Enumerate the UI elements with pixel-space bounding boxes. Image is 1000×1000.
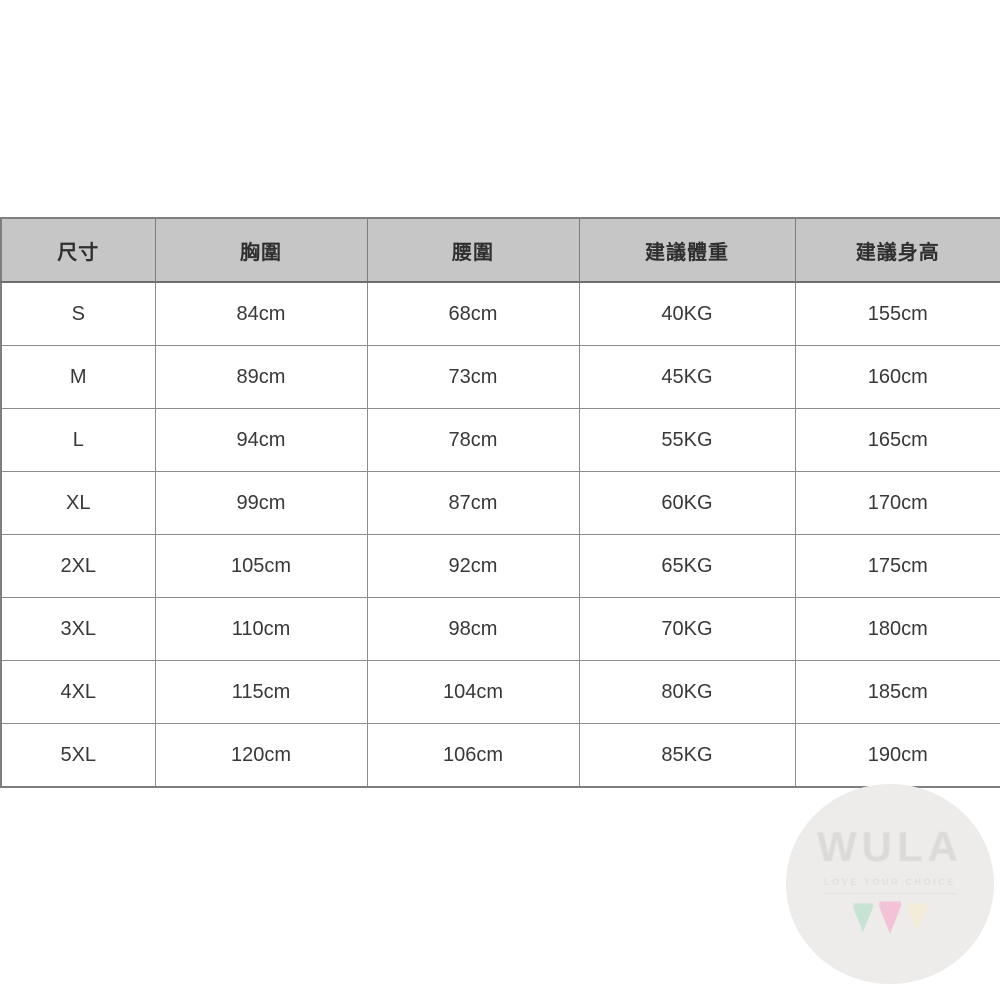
table-row-xl: XL 99cm 87cm 60KG 170cm [0, 471, 1000, 535]
waist-cell: 68cm [366, 281, 580, 346]
size-table: 尺寸 胸圍 腰圍 建議體重 建議身高 S 84cm 68cm 40KG 155c… [0, 217, 1000, 788]
weight-cell: 70KG [578, 597, 796, 661]
height-cell: 190cm [794, 723, 1000, 788]
chest-cell: 110cm [154, 597, 368, 661]
table-header-row: 尺寸 胸圍 腰圍 建議體重 建議身高 [0, 217, 1000, 283]
header-cell-waist: 腰圍 [366, 217, 580, 283]
table-row-l: L 94cm 78cm 55KG 165cm [0, 408, 1000, 472]
waist-cell: 106cm [366, 723, 580, 788]
weight-cell: 60KG [578, 471, 796, 535]
waist-cell: 98cm [366, 597, 580, 661]
wula-logo-text: WULA [817, 823, 963, 870]
pennant-pink-icon [878, 901, 902, 934]
size-cell: 5XL [0, 723, 156, 788]
waist-cell: 92cm [366, 534, 580, 598]
height-cell: 165cm [794, 408, 1000, 472]
table-row-s: S 84cm 68cm 40KG 155cm [0, 281, 1000, 346]
waist-cell: 78cm [366, 408, 580, 472]
waist-cell: 73cm [366, 345, 580, 409]
chest-cell: 94cm [154, 408, 368, 472]
wula-pennant-flags-icon [852, 901, 928, 934]
table-row-2xl: 2XL 105cm 92cm 65KG 175cm [0, 534, 1000, 598]
wula-watermark-badge: WULA LOVE YOUR CHOICE [786, 784, 994, 984]
table-row-3xl: 3XL 110cm 98cm 70KG 180cm [0, 597, 1000, 661]
height-cell: 185cm [794, 660, 1000, 724]
header-cell-height: 建議身高 [794, 217, 1000, 283]
weight-cell: 65KG [578, 534, 796, 598]
height-cell: 160cm [794, 345, 1000, 409]
size-cell: 2XL [0, 534, 156, 598]
chest-cell: 84cm [154, 281, 368, 346]
wula-tagline: LOVE YOUR CHOICE [824, 877, 956, 894]
chest-cell: 105cm [154, 534, 368, 598]
weight-cell: 40KG [578, 281, 796, 346]
table-row-4xl: 4XL 115cm 104cm 80KG 185cm [0, 660, 1000, 724]
size-cell: M [0, 345, 156, 409]
chest-cell: 99cm [154, 471, 368, 535]
height-cell: 170cm [794, 471, 1000, 535]
chest-cell: 89cm [154, 345, 368, 409]
height-cell: 180cm [794, 597, 1000, 661]
header-cell-size: 尺寸 [0, 217, 156, 283]
waist-cell: 104cm [366, 660, 580, 724]
weight-cell: 45KG [578, 345, 796, 409]
header-cell-chest: 胸圍 [154, 217, 368, 283]
pennant-mint-icon [852, 903, 874, 932]
height-cell: 175cm [794, 534, 1000, 598]
chest-cell: 120cm [154, 723, 368, 788]
weight-cell: 55KG [578, 408, 796, 472]
size-cell: S [0, 281, 156, 346]
table-row-5xl: 5XL 120cm 106cm 85KG 190cm [0, 723, 1000, 788]
size-cell: XL [0, 471, 156, 535]
weight-cell: 85KG [578, 723, 796, 788]
height-cell: 155cm [794, 281, 1000, 346]
table-row-m: M 89cm 73cm 45KG 160cm [0, 345, 1000, 409]
pennant-cream-icon [906, 903, 928, 932]
chest-cell: 115cm [154, 660, 368, 724]
header-cell-weight: 建議體重 [578, 217, 796, 283]
size-cell: L [0, 408, 156, 472]
size-cell: 4XL [0, 660, 156, 724]
size-cell: 3XL [0, 597, 156, 661]
waist-cell: 87cm [366, 471, 580, 535]
weight-cell: 80KG [578, 660, 796, 724]
